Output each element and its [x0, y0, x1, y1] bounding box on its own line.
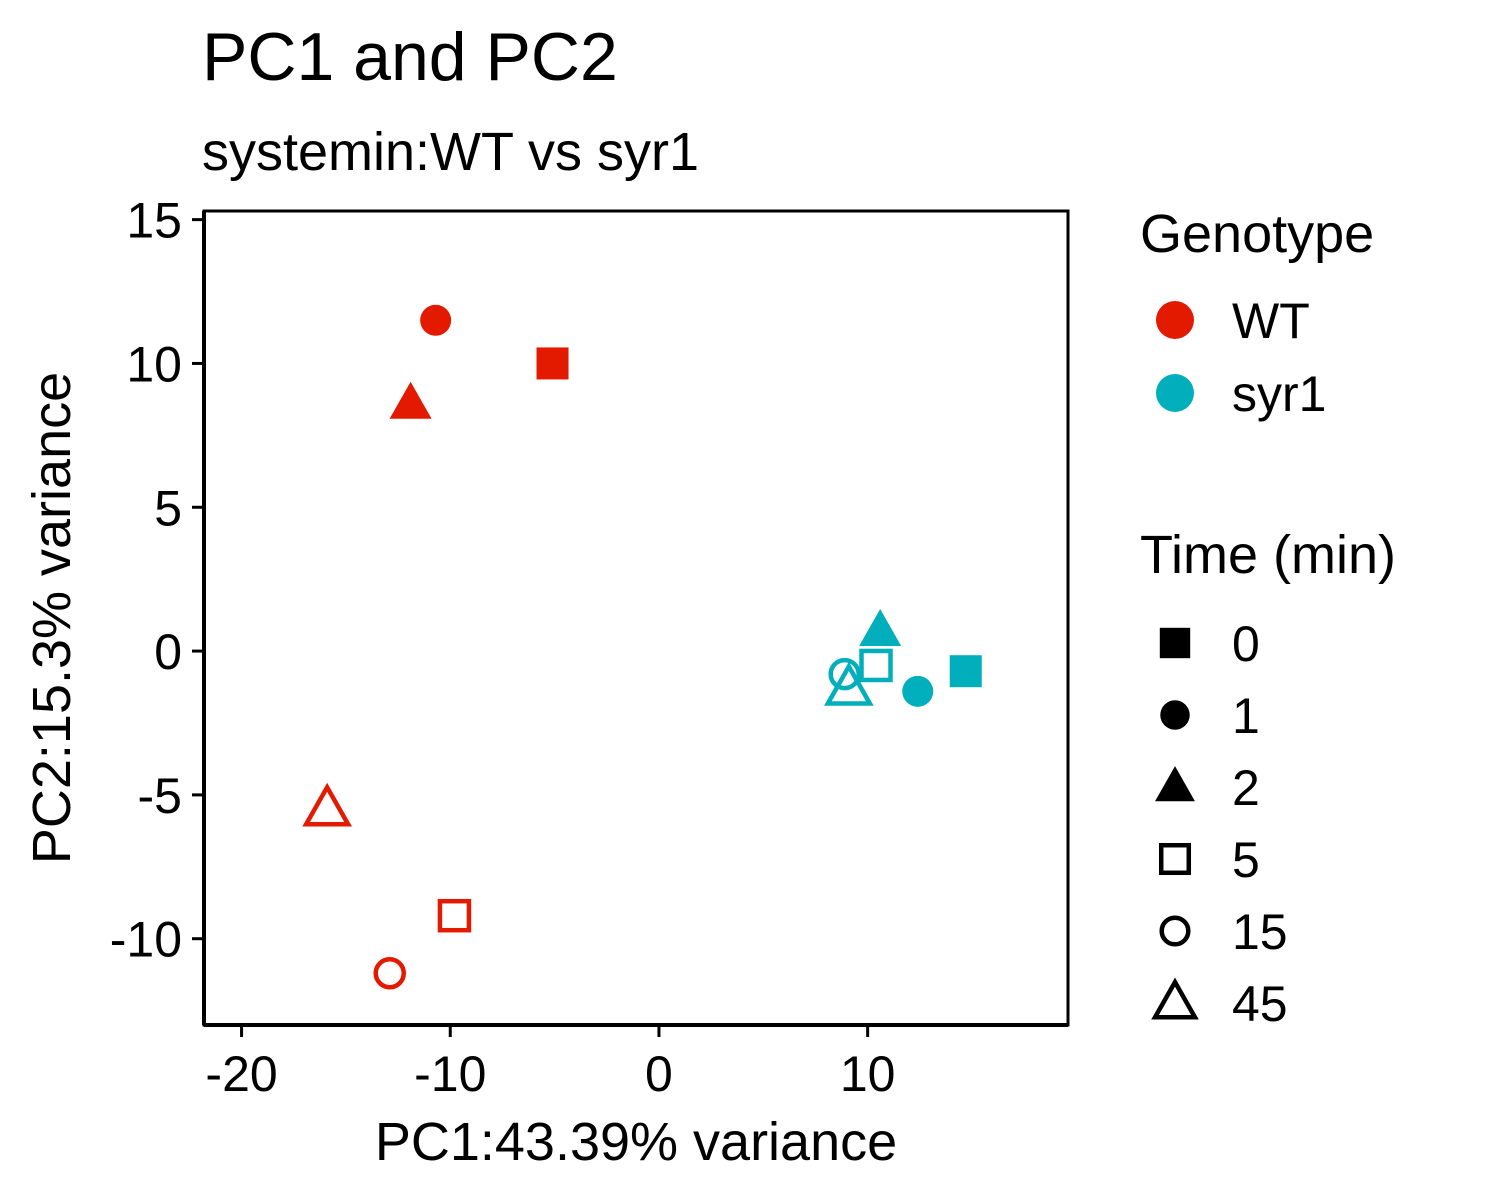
legend-key-time-5 [1158, 842, 1192, 876]
plot-area: -20 -10 0 10 15 10 5 0 -5 -10 [110, 193, 1070, 1102]
y-tick-label: 15 [126, 193, 182, 249]
data-point-syr1-t0 [949, 655, 982, 688]
x-tick-label: -10 [414, 1046, 486, 1102]
data-point-syr1-t2 [859, 608, 902, 646]
y-tick-label: 0 [154, 624, 182, 680]
legend-label-time-1: 1 [1232, 688, 1260, 744]
legend-key-syr1 [1156, 374, 1194, 412]
legend-label-time-0: 0 [1232, 616, 1260, 672]
legend-time: Time (min) 0 1 2 5 15 45 [1140, 525, 1396, 1032]
legend-key-time-2 [1155, 766, 1195, 802]
legend-label-time-5: 5 [1232, 832, 1260, 888]
data-point-wt-t15 [373, 956, 406, 990]
legend-label-time-2: 2 [1232, 760, 1260, 816]
legend-key-time-0 [1159, 627, 1191, 659]
x-tick-label: 10 [840, 1046, 896, 1102]
data-point-wt-t5 [437, 898, 472, 933]
data-point-wt-t45 [302, 782, 352, 827]
legend-label-time-45: 45 [1232, 976, 1288, 1032]
legend-time-title: Time (min) [1140, 525, 1396, 585]
chart-subtitle: systemin:WT vs syr1 [202, 122, 699, 182]
chart-title: PC1 and PC2 [202, 19, 618, 95]
legend-label-time-15: 15 [1232, 904, 1288, 960]
y-tick-label: -5 [138, 768, 182, 824]
data-point-syr1-t45 [824, 661, 874, 706]
x-axis-label: PC1:43.39% variance [375, 1112, 897, 1172]
legend-label-syr1: syr1 [1232, 366, 1326, 422]
data-point-wt-t1 [420, 304, 452, 336]
data-point-syr1-t15 [828, 657, 861, 691]
data-point-wt-t2 [389, 381, 432, 419]
y-tick-label: -10 [110, 912, 182, 968]
legend-genotype-title: Genotype [1140, 204, 1374, 264]
data-point-syr1-t5 [859, 648, 893, 683]
x-tick-label: 0 [645, 1046, 673, 1102]
legend-key-wt [1156, 301, 1194, 339]
y-axis-label: PC2:15.3% variance [22, 372, 82, 864]
legend-genotype: Genotype WT syr1 [1140, 204, 1374, 422]
data-point-wt-t0 [536, 347, 569, 380]
data-point-syr1-t1 [902, 675, 934, 707]
legend-key-time-1 [1160, 700, 1190, 730]
legend-label-wt: WT [1232, 293, 1310, 349]
legend-key-time-45 [1151, 977, 1199, 1020]
legend-key-time-15 [1159, 915, 1191, 947]
x-tick-label: -20 [205, 1046, 277, 1102]
plot-border [202, 209, 1070, 1027]
y-tick-label: 5 [154, 480, 182, 536]
y-tick-label: 10 [126, 336, 182, 392]
